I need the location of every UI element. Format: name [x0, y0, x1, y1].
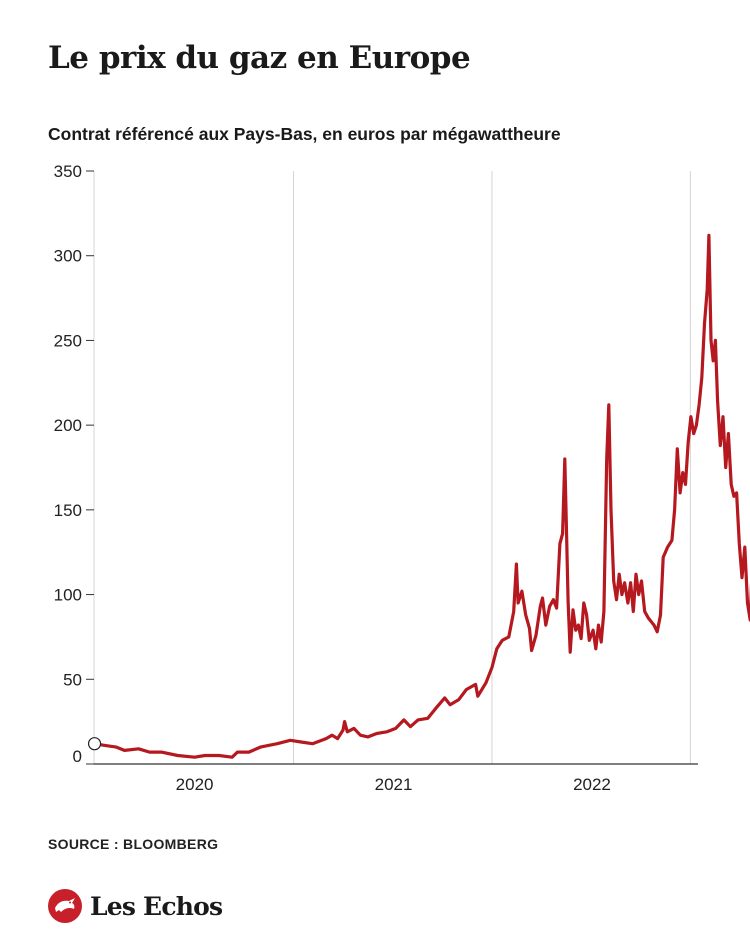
y-tick-label: 0	[73, 747, 82, 766]
y-tick-label: 300	[54, 247, 82, 266]
brand-name: Les Echos	[90, 891, 223, 921]
brand-logo: Les Echos	[48, 888, 223, 924]
start-point-marker	[87, 737, 102, 751]
source-note: SOURCE : BLOOMBERG	[48, 836, 219, 852]
y-tick-label: 100	[54, 586, 82, 605]
x-tick-label: 2020	[176, 775, 214, 794]
les-echos-logo-icon	[48, 889, 82, 923]
y-tick-label: 150	[54, 501, 82, 520]
x-axis-ticks: 2020 2021 2022	[176, 775, 611, 794]
grid-lines	[93, 171, 691, 764]
y-axis-ticks: 0 50 100 150 200 250 300 350	[54, 162, 94, 766]
chart-subtitle: Contrat référencé aux Pays-Bas, en euros…	[48, 124, 561, 144]
y-tick-label: 200	[54, 416, 82, 435]
x-tick-label: 2021	[375, 775, 413, 794]
x-tick-label: 2022	[573, 775, 611, 794]
page-title: Le prix du gaz en Europe	[48, 40, 471, 76]
y-tick-label: 50	[63, 670, 82, 689]
series-line-gas-price	[92, 233, 750, 759]
y-tick-label: 350	[54, 162, 82, 181]
y-tick-label: 250	[54, 331, 82, 350]
